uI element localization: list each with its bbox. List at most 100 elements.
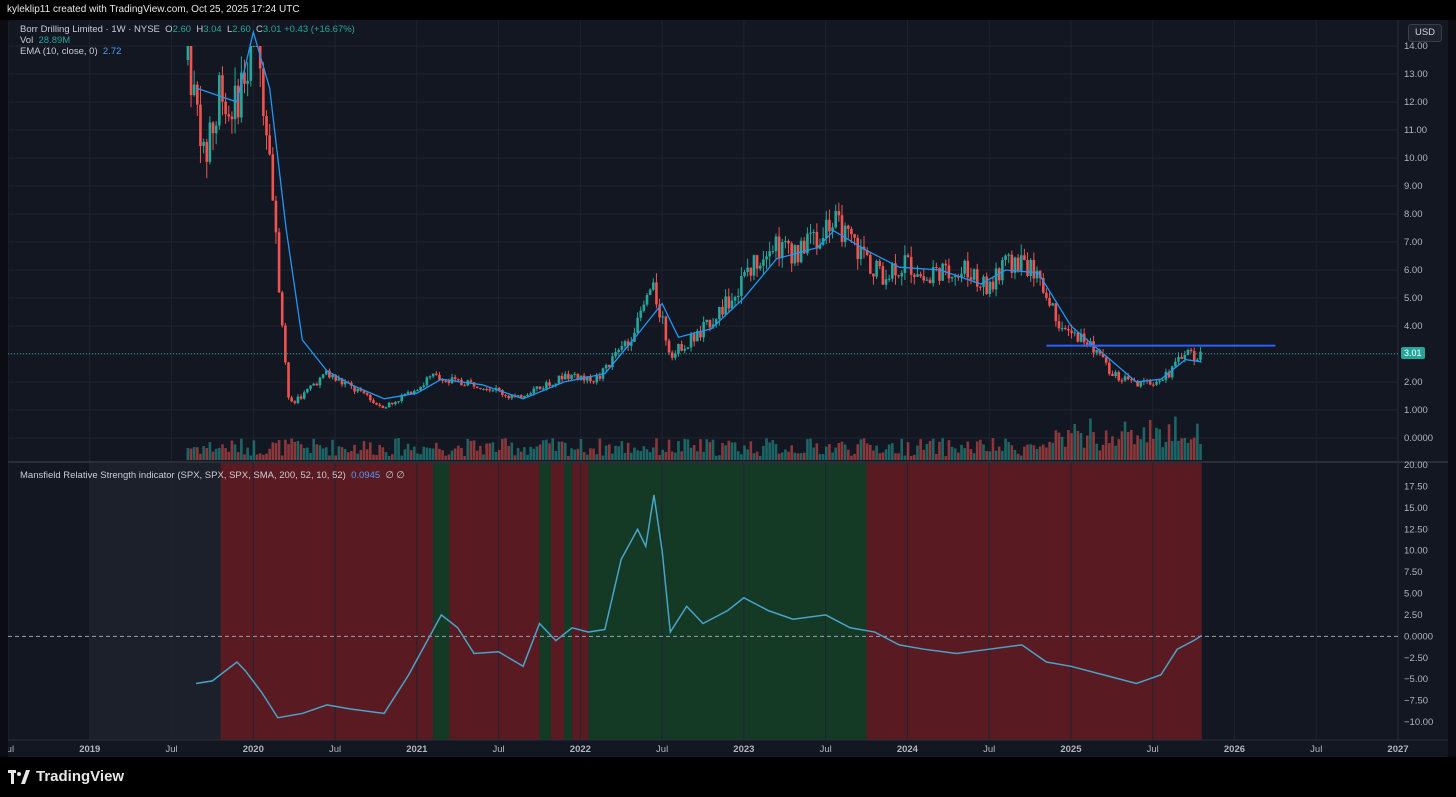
candle-body [1019, 255, 1023, 271]
candle-body [938, 267, 941, 281]
volume-bar [702, 451, 705, 460]
volume-bar [699, 439, 702, 460]
candle-body [592, 381, 595, 383]
volume-bar [1136, 435, 1139, 460]
candle-body [796, 245, 800, 263]
volume-bar [457, 445, 460, 460]
candle-body [1004, 255, 1007, 260]
currency-button[interactable]: USD [1408, 24, 1442, 42]
candle-body [972, 269, 976, 280]
ema-value: 2.72 [102, 46, 122, 57]
candle-body [1161, 379, 1165, 381]
volume-bar [787, 451, 790, 460]
volume-bar [626, 442, 630, 460]
candle-body [394, 401, 397, 405]
volume-bar [1041, 444, 1045, 460]
candle-body [884, 279, 888, 285]
candle-body [1117, 372, 1121, 381]
volume-bar [891, 443, 894, 460]
last-price-tag: 3.01 [1401, 346, 1425, 359]
candle-body [875, 260, 878, 277]
volume-bar [406, 443, 410, 460]
tradingview-logo[interactable]: TradingView [8, 768, 124, 785]
candle-body [696, 331, 699, 342]
chart-frame[interactable]: 14.00 13.00 12.00 11.00 10.00 9.00 8.00 7.00 6.0… [8, 20, 1448, 757]
volume-bar [262, 454, 265, 460]
volume-bar [510, 442, 514, 460]
volume-bar [548, 443, 551, 460]
volume-bar [642, 446, 646, 460]
volume-legend[interactable]: Vol 28.89M [20, 35, 70, 46]
candle-body [1035, 270, 1039, 279]
indicator-legend[interactable]: Mansfield Relative Strength indicator (S… [20, 470, 405, 481]
volume-bar [529, 446, 532, 460]
candle-body [916, 274, 919, 277]
low-label: L [224, 24, 233, 35]
volume-bar [299, 444, 303, 460]
volume-bar [780, 452, 784, 460]
volume-bar [488, 443, 492, 460]
volume-bar [1016, 453, 1020, 460]
volume-bar [1073, 423, 1077, 460]
candle-body [598, 376, 602, 379]
candle-body [265, 116, 268, 136]
volume-bar [353, 444, 356, 460]
volume-bar [551, 438, 554, 460]
volume-bar [271, 442, 275, 460]
time-tick-label: Jul [165, 744, 177, 755]
rs-tick-label: 17.50 [1404, 481, 1428, 492]
volume-bar [1117, 439, 1121, 460]
volume-bar [315, 444, 319, 460]
volume-bar [1001, 450, 1004, 460]
volume-bar [1111, 436, 1114, 460]
volume-bar [255, 454, 259, 460]
candle-body [1174, 361, 1177, 367]
candle-body [636, 317, 639, 333]
volume-bar [1098, 450, 1102, 460]
candle-body [372, 400, 375, 403]
candle-body [1057, 321, 1061, 329]
price-chart[interactable]: 14.00 13.00 12.00 11.00 10.00 9.00 8.00 7.00 6.0… [8, 20, 1448, 757]
volume-bar [368, 442, 372, 460]
ema-legend[interactable]: EMA (10, close, 0) 2.72 [20, 46, 121, 57]
volume-bar [869, 445, 872, 460]
price-tick-label: 7.00 [1404, 237, 1423, 248]
candle-body [384, 407, 388, 409]
volume-bar [733, 442, 737, 460]
volume-bar [837, 443, 841, 460]
volume-bar [740, 454, 743, 460]
candle-body [1148, 381, 1152, 385]
volume-bar [378, 444, 382, 460]
price-tick-label: 14.00 [1404, 41, 1428, 52]
volume-bar [243, 454, 246, 460]
volume-bar [290, 438, 293, 460]
candle-body [658, 304, 661, 318]
candle-body [815, 231, 819, 249]
candle-body [969, 277, 973, 280]
candle-body [425, 377, 429, 386]
candle-body [334, 374, 337, 381]
candle-body [997, 268, 1001, 281]
volume-bar [604, 445, 608, 460]
candle-body [287, 362, 290, 398]
volume-bar [334, 455, 337, 460]
volume-bar [922, 449, 926, 460]
volume-bar [1023, 446, 1026, 460]
candle-body [368, 394, 372, 401]
candle-body [686, 347, 690, 349]
symbol-legend[interactable]: Borr Drilling Limited · 1W · NYSE O2.60 … [20, 24, 355, 35]
volume-bar [994, 450, 998, 460]
volume-bar [1133, 444, 1136, 460]
candle-body [740, 276, 743, 296]
candle-body [1063, 328, 1067, 330]
volume-bar [526, 454, 529, 460]
volume-bar [199, 453, 202, 460]
candle-body [1067, 328, 1070, 331]
candle-body [652, 282, 655, 290]
candle-body [780, 242, 784, 258]
candle-body [1007, 254, 1010, 256]
volume-bar [585, 454, 589, 460]
volume-bar [947, 440, 951, 460]
volume-bar [1051, 442, 1055, 460]
candle-body [913, 274, 916, 277]
